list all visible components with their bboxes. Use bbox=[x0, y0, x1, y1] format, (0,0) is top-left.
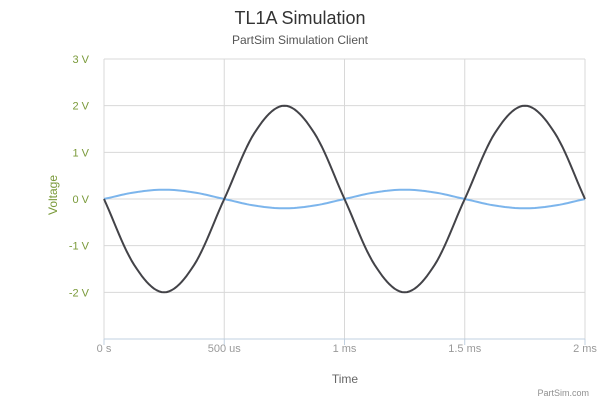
credit-link[interactable]: PartSim.com bbox=[537, 388, 589, 398]
x-tick-label: 2 ms bbox=[573, 343, 597, 355]
y-tick-label: 2 V bbox=[72, 101, 89, 113]
x-tick-label: 1 ms bbox=[333, 343, 357, 355]
plot-area bbox=[103, 104, 586, 294]
y-tick-label: -2 V bbox=[69, 287, 90, 299]
y-tick-label: 1 V bbox=[72, 147, 89, 159]
y-tick-label: -1 V bbox=[69, 241, 90, 253]
y-axis-label: Voltage bbox=[46, 175, 60, 215]
x-axis-label: Time bbox=[332, 372, 359, 386]
grid bbox=[103, 58, 586, 345]
y-tick-label: 3 V bbox=[72, 54, 89, 66]
x-tick-label: 1.5 ms bbox=[448, 343, 482, 355]
y-tick-label: 0 V bbox=[72, 194, 89, 206]
series-line-1 bbox=[103, 104, 586, 294]
axis-ticks: 3 V 2 V 1 V 0 V -1 V -2 V 0 s 500 us 1 ms 1.5 ms 2… bbox=[69, 54, 598, 355]
chart-subtitle: PartSim Simulation Client bbox=[232, 33, 369, 47]
chart-title: TL1A Simulation bbox=[234, 8, 365, 28]
x-tick-label: 0 s bbox=[97, 343, 112, 355]
x-tick-label: 500 us bbox=[208, 343, 242, 355]
